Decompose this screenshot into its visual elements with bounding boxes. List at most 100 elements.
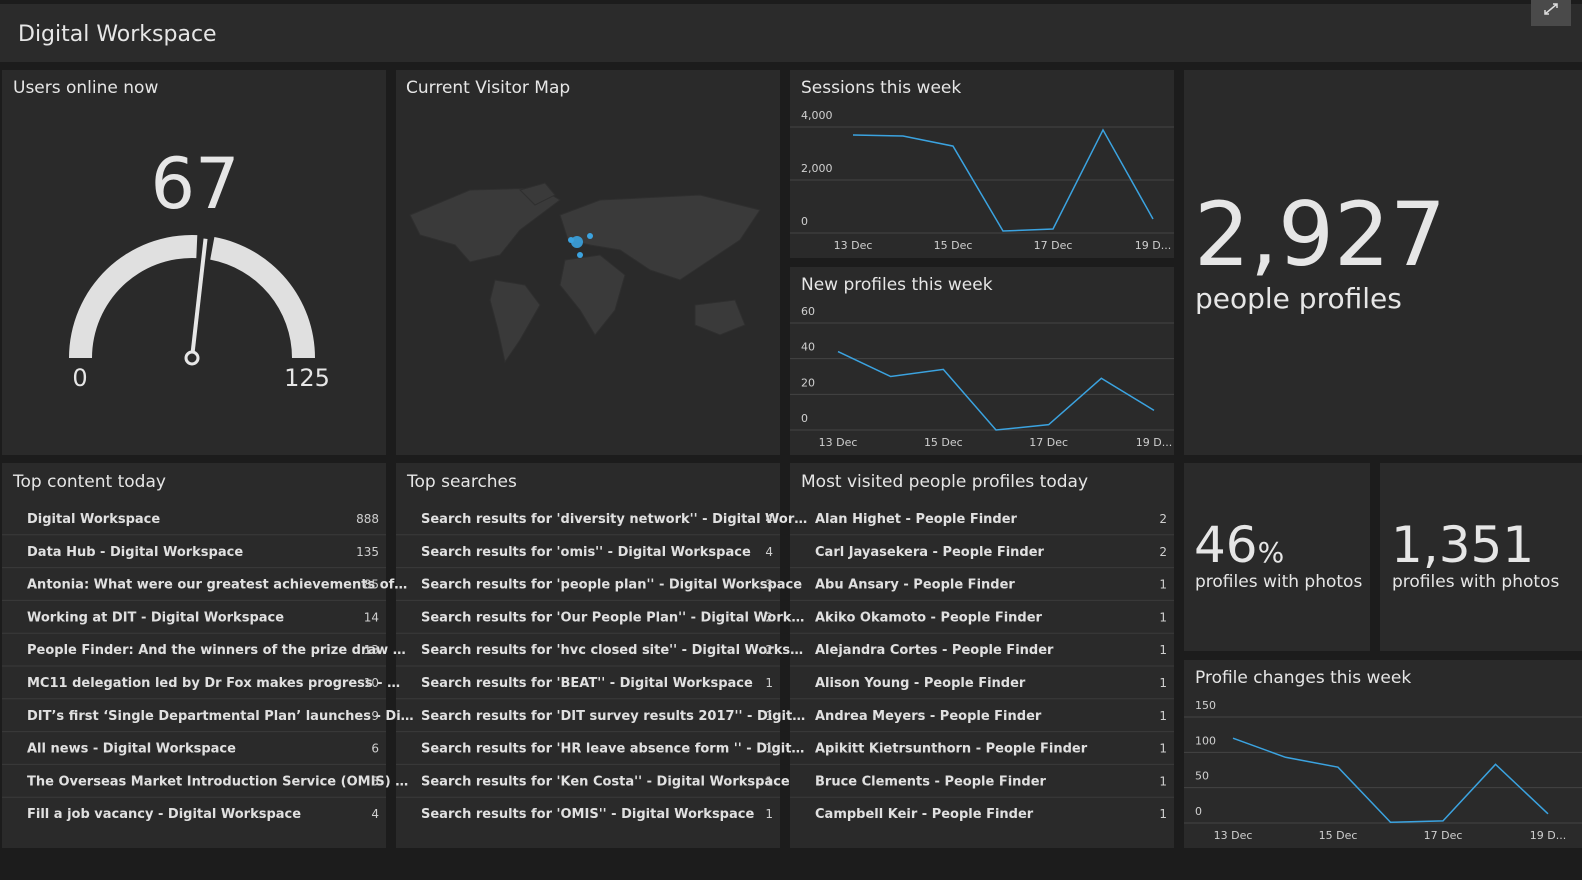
panel [1184,463,1370,651]
y-tick-label: 20 [801,376,815,389]
header-bar [0,4,1582,62]
panel-title: Current Visitor Map [406,78,570,98]
row-label: Apikitt Kietrsunthorn - People Finder [815,742,1088,757]
row-count: 2 [765,643,773,657]
x-tick-label: 19 D... [1135,239,1171,252]
row-label: Antonia: What were our greatest achievem… [27,578,407,593]
x-tick-label: 17 Dec [1424,829,1463,842]
series-line [837,350,1155,431]
row-count: 1 [765,742,773,756]
y-tick-label: 0 [801,215,808,228]
row-label: Working at DIT - Digital Workspace [27,610,284,625]
north-america [409,187,561,263]
south-america [489,279,541,364]
x-tick-label: 19 D... [1136,436,1172,449]
fullscreen-button[interactable] [1531,0,1571,26]
panel-title: Users online now [13,78,158,98]
row-label: Data Hub - Digital Workspace [27,545,243,560]
row-count: 135 [356,545,379,559]
row-label: The Overseas Market Introduction Service… [27,774,408,789]
visitor-dot [577,252,583,258]
y-tick-label: 50 [1195,770,1209,783]
row-label: Search results for 'diversity network'' … [421,512,807,527]
row-label: Search results for 'Ken Costa'' - Digita… [421,774,790,789]
row-count: 2 [1159,545,1167,559]
panel [2,463,386,848]
gauge-arc [210,237,315,358]
stat-label: profiles with photos [1195,572,1362,592]
row-label: MC11 delegation led by Dr Fox makes prog… [27,676,400,691]
fullscreen-icon [1544,3,1558,15]
row-label: DIT’s first ‘Single Departmental Plan’ l… [27,709,414,724]
row-count: 1 [1159,742,1167,756]
panel-title: New profiles this week [801,275,993,295]
panel-title: Sessions this week [801,78,961,98]
panel [396,463,780,848]
row-count: 1 [1159,709,1167,723]
visitor-dots [568,233,593,258]
panel-title: Profile changes this week [1195,668,1411,688]
big-number: 2,927 [1194,183,1446,286]
y-tick-label: 60 [801,305,815,318]
x-tick-label: 17 Dec [1034,239,1073,252]
row-label: Search results for 'OMIS'' - Digital Wor… [421,807,754,822]
africa [559,254,626,336]
world-map [409,182,761,364]
row-label: Search results for 'Our People Plan'' - … [421,610,804,625]
visitor-dot [587,233,593,239]
row-count: 1 [1159,578,1167,592]
row-count: 2 [765,610,773,624]
row-label: Digital Workspace [27,512,160,527]
panel [790,267,1174,455]
gauge-arc [69,234,198,358]
row-count: 1 [1159,676,1167,690]
row-label: Search results for 'BEAT'' - Digital Wor… [421,676,753,691]
row-label: Search results for 'HR leave absence for… [421,742,804,757]
row-label: People Finder: And the winners of the pr… [27,643,406,658]
row-count: 6 [371,742,379,756]
x-tick-label: 19 D... [1530,829,1566,842]
row-label: Andrea Meyers - People Finder [815,709,1042,724]
row-count: 3 [765,578,773,592]
row-label: Alison Young - People Finder [815,676,1026,691]
row-count: 9 [371,709,379,723]
row-count: 1 [1159,774,1167,788]
page-title: Digital Workspace [18,22,217,47]
y-tick-label: 4,000 [801,109,833,122]
row-label: Akiko Okamoto - People Finder [815,610,1043,625]
panel-title: Top content today [12,472,166,492]
panel [2,70,386,455]
row-label: Campbell Keir - People Finder [815,807,1034,822]
panel [1184,70,1582,455]
row-count: 888 [356,512,379,526]
stat-number: 46 [1194,516,1258,574]
stat-label: profiles with photos [1392,572,1559,592]
row-label: Search results for 'omis'' - Digital Wor… [421,545,751,560]
row-label: Search results for 'DIT survey results 2… [421,709,805,724]
panel [790,463,1174,848]
row-count: 1 [765,676,773,690]
series-line [1232,737,1549,824]
row-count: 4 [765,512,773,526]
gauge-value: 67 [150,143,239,225]
panel-title: Most visited people profiles today [801,472,1088,492]
gauge-hub [184,350,200,366]
x-tick-label: 17 Dec [1029,436,1068,449]
y-tick-label: 100 [1195,734,1216,747]
panel [790,70,1174,258]
stat-value: 46% [1194,516,1284,574]
greenland [519,182,556,206]
panel [1380,463,1582,651]
row-label: Search results for 'hvc closed site'' - … [421,643,803,658]
panel-title: Top searches [406,472,517,492]
row-count: 14 [364,610,379,624]
x-tick-label: 15 Dec [924,436,963,449]
row-label: Bruce Clements - People Finder [815,774,1047,789]
row-label: Alan Highet - People Finder [815,512,1018,527]
y-tick-label: 0 [801,412,808,425]
x-tick-label: 15 Dec [934,239,973,252]
row-count: 13 [364,643,379,657]
visitor-dot [568,237,574,243]
row-label: Search results for 'people plan'' - Digi… [421,578,802,593]
